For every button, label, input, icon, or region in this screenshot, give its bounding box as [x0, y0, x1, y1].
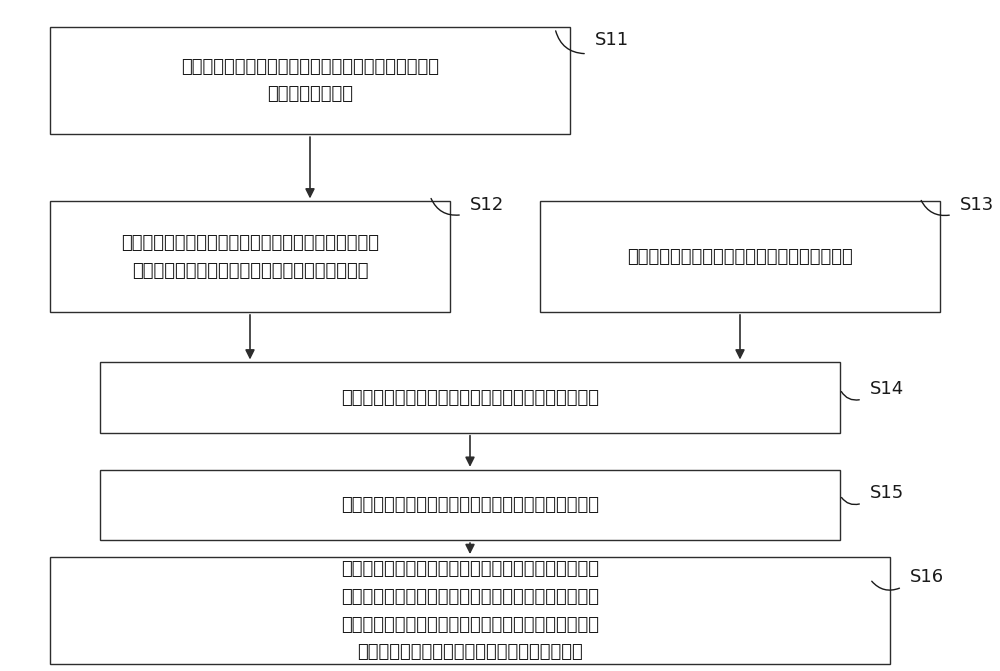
FancyBboxPatch shape	[50, 27, 570, 134]
FancyBboxPatch shape	[50, 557, 890, 664]
Text: 若所述虚拟物体在当前帧被遮挡的区域的特征点在所述
当前帧的下一帧被匹配的对数大于或等于预设匹配对数
阈值，根据所述虚拟物体在当前帧被遮挡的区域确定所
述虚拟物体: 若所述虚拟物体在当前帧被遮挡的区域的特征点在所述 当前帧的下一帧被匹配的对数大于…	[341, 560, 599, 662]
Text: 根据比较结果确定所述虚拟物体在当前帧被遮挡的区域: 根据比较结果确定所述虚拟物体在当前帧被遮挡的区域	[341, 496, 599, 514]
Text: S16: S16	[910, 568, 944, 586]
FancyBboxPatch shape	[100, 362, 840, 433]
FancyBboxPatch shape	[50, 201, 450, 312]
FancyBboxPatch shape	[540, 201, 940, 312]
Text: 根据当前帧的特征点以及对应的深度信息构建所述当前
帧的场景三维地图: 根据当前帧的特征点以及对应的深度信息构建所述当前 帧的场景三维地图	[181, 58, 439, 103]
Text: S12: S12	[470, 196, 504, 213]
Text: 若检测到用户在所述场景三维地图上发出的点击操作，
在所述点击操作对应的位置上显示指定的虚拟物体: 若检测到用户在所述场景三维地图上发出的点击操作， 在所述点击操作对应的位置上显示…	[121, 234, 379, 280]
Text: S15: S15	[870, 484, 904, 502]
Text: S13: S13	[960, 196, 994, 213]
Text: S11: S11	[595, 32, 629, 49]
Text: 根据所述当前帧的特征点信息构建三维场景模型: 根据所述当前帧的特征点信息构建三维场景模型	[627, 248, 853, 266]
Text: 比较所述三维场景模型与所述虚拟物体的模型的深度值: 比较所述三维场景模型与所述虚拟物体的模型的深度值	[341, 389, 599, 407]
FancyBboxPatch shape	[100, 470, 840, 540]
Text: S14: S14	[870, 380, 904, 398]
